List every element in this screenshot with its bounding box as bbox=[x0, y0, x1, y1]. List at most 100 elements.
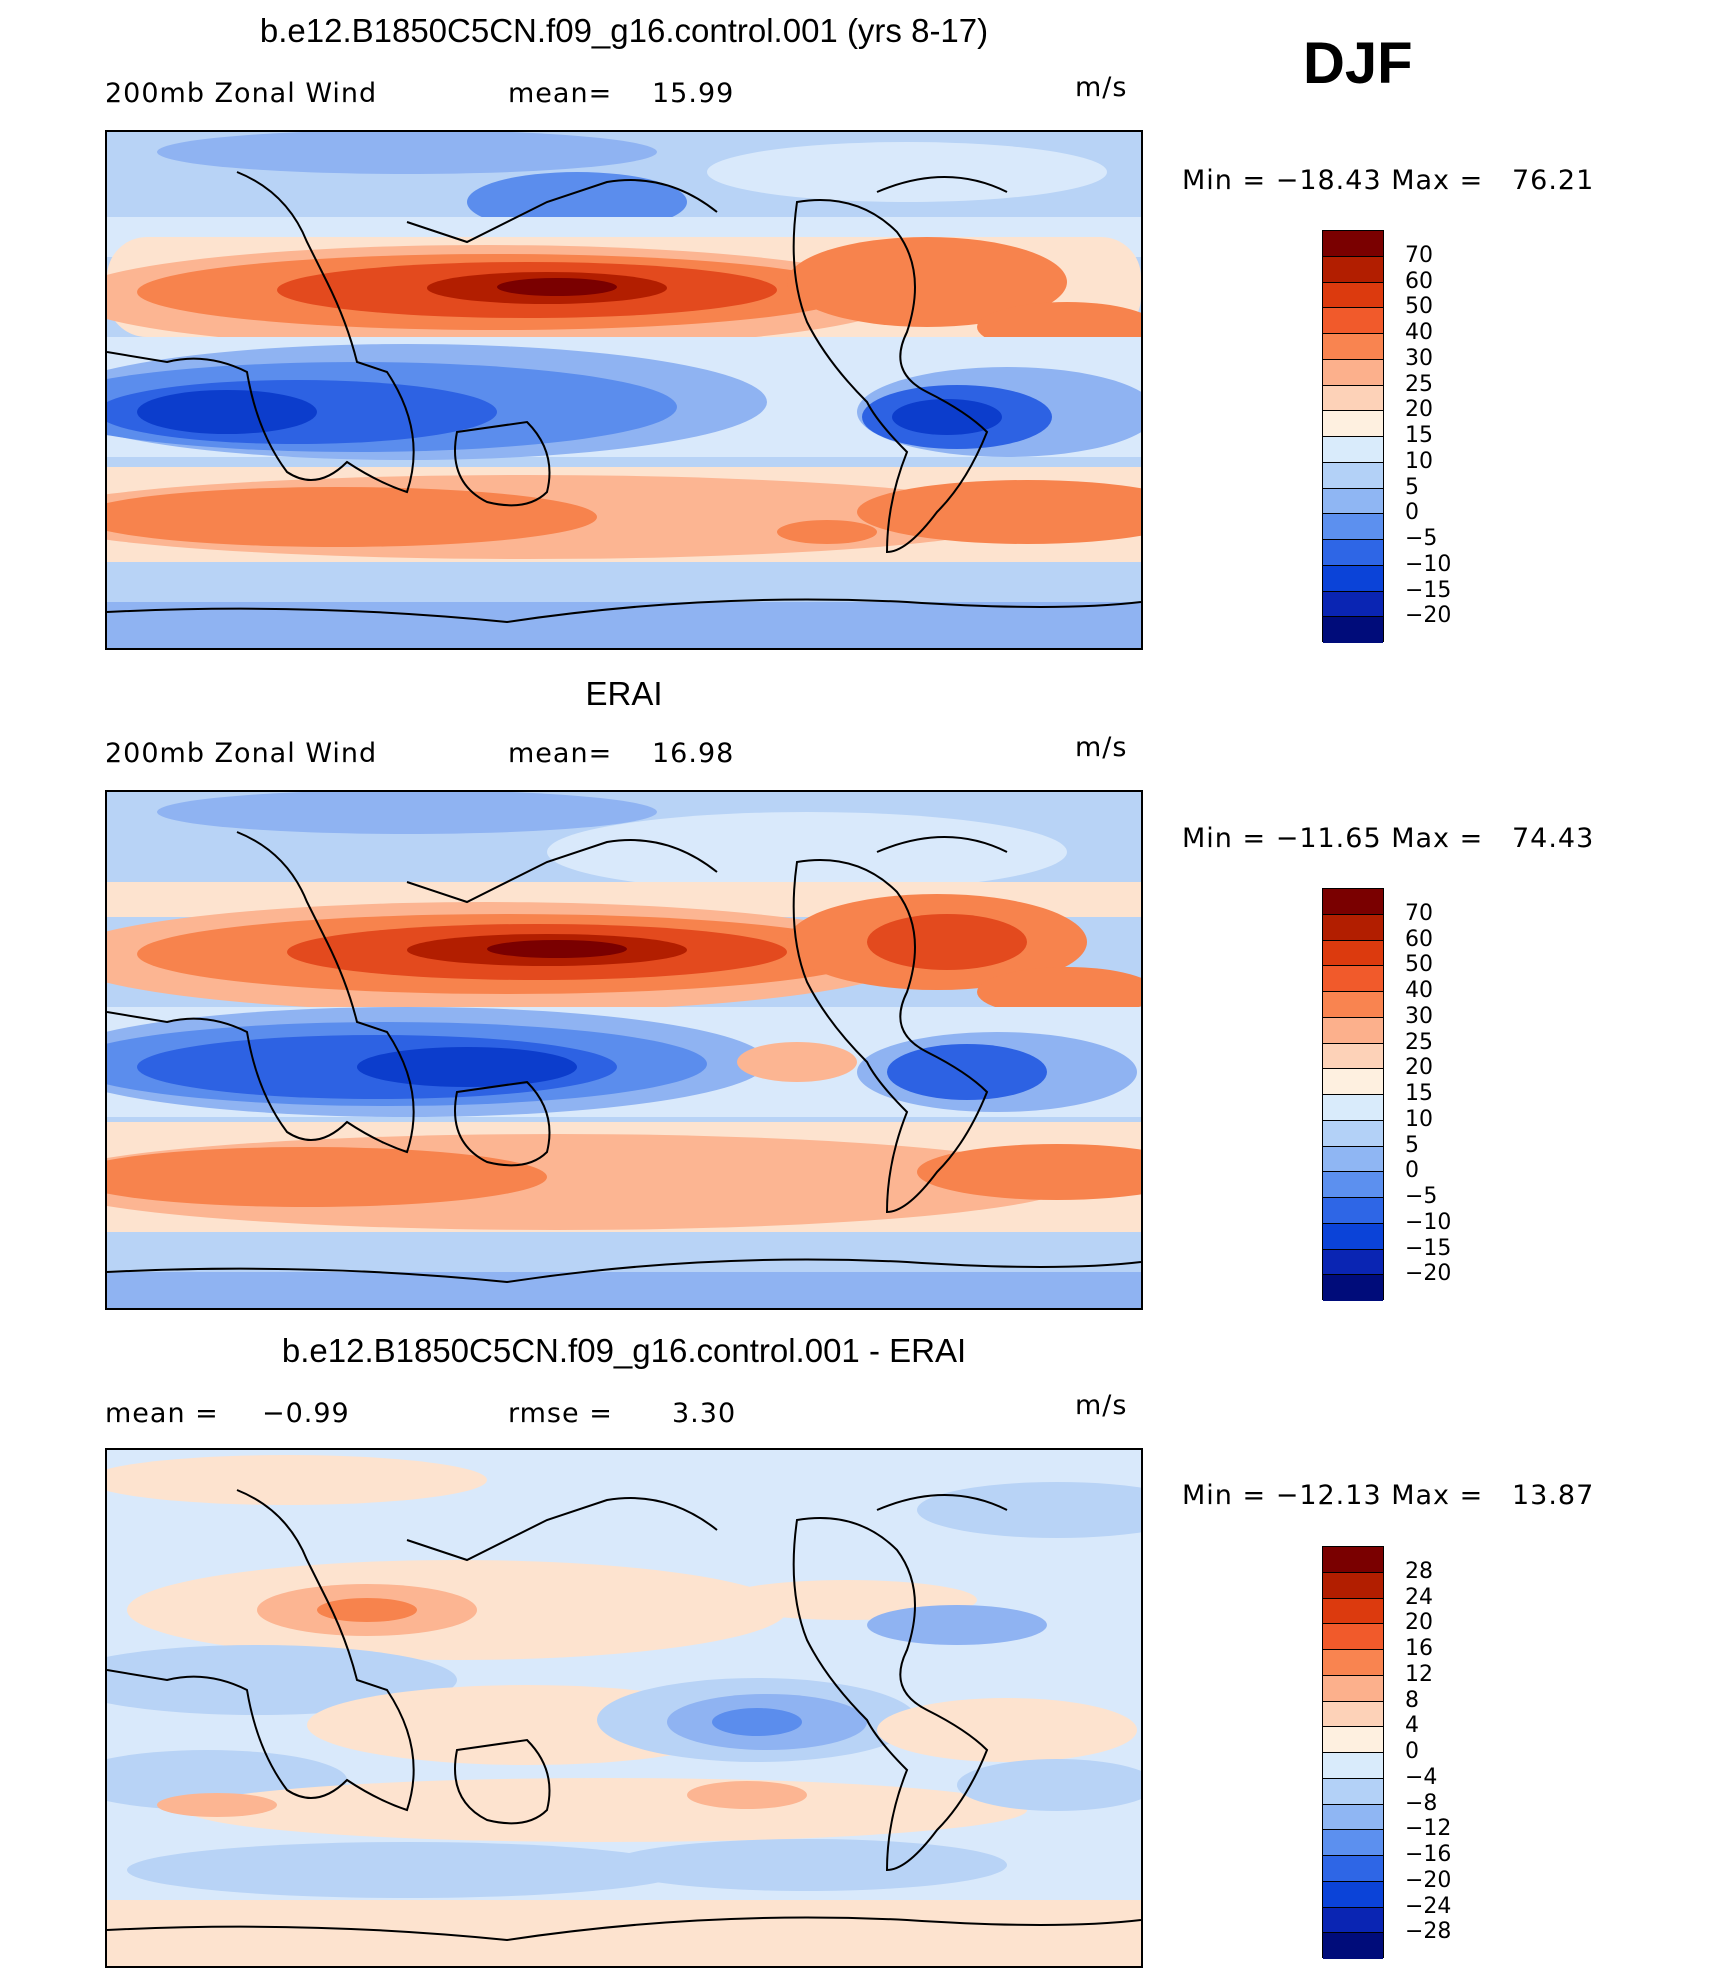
colorbar-label: 40 bbox=[1405, 978, 1433, 1003]
colorbar-swatch bbox=[1323, 1701, 1383, 1728]
colorbar-swatch bbox=[1323, 617, 1383, 643]
colorbar-swatch bbox=[1323, 514, 1383, 540]
panel3-title: b.e12.B1850C5CN.f09_g16.control.001 - ER… bbox=[281, 1332, 967, 1369]
season-label: DJF bbox=[1303, 31, 1413, 96]
colorbar-swatch bbox=[1323, 1223, 1383, 1250]
colorbar-swatch bbox=[1323, 1547, 1383, 1573]
colorbar-swatch bbox=[1323, 359, 1383, 386]
colorbar-label: 24 bbox=[1405, 1584, 1433, 1610]
colorbar-label: 10 bbox=[1405, 448, 1433, 474]
colorbar-swatch bbox=[1323, 914, 1383, 941]
panel2-colorbar bbox=[1322, 888, 1384, 1301]
colorbar-label: 60 bbox=[1405, 926, 1433, 952]
colorbar-label: 50 bbox=[1405, 294, 1433, 320]
panel3-mean-value: −0.99 bbox=[262, 1398, 350, 1429]
colorbar-swatch bbox=[1323, 411, 1383, 437]
colorbar-swatch bbox=[1323, 1933, 1383, 1959]
colorbar-label: 15 bbox=[1405, 423, 1433, 448]
colorbar-swatch bbox=[1323, 966, 1383, 992]
colorbar-swatch bbox=[1323, 231, 1383, 257]
colorbar-swatch bbox=[1323, 1017, 1383, 1044]
panel1-variable-label: 200mb Zonal Wind bbox=[105, 78, 378, 109]
colorbar-label: 5 bbox=[1405, 1132, 1419, 1158]
colorbar-label: −24 bbox=[1405, 1893, 1452, 1919]
colorbar-swatch bbox=[1323, 1804, 1383, 1831]
colorbar-label: −5 bbox=[1405, 1184, 1438, 1209]
panel1-min-max: Min = −18.43 Max = 76.21 bbox=[1182, 165, 1595, 196]
panel3-units: m/s bbox=[1075, 1390, 1128, 1421]
panel2-map bbox=[105, 790, 1143, 1310]
colorbar-label: 20 bbox=[1405, 397, 1433, 423]
panel1-title: b.e12.B1850C5CN.f09_g16.control.001 (yrs… bbox=[259, 12, 989, 49]
colorbar-swatch bbox=[1323, 1572, 1383, 1599]
colorbar-swatch bbox=[1323, 1172, 1383, 1198]
colorbar-label: 8 bbox=[1405, 1687, 1419, 1713]
colorbar-swatch bbox=[1323, 488, 1383, 515]
colorbar-swatch bbox=[1323, 940, 1383, 967]
colorbar-swatch bbox=[1323, 1856, 1383, 1882]
colorbar-label: 20 bbox=[1405, 1055, 1433, 1081]
colorbar-swatch bbox=[1323, 1907, 1383, 1934]
colorbar-swatch bbox=[1323, 256, 1383, 283]
panel1-mean-label: mean= bbox=[508, 78, 613, 109]
colorbar-label: −10 bbox=[1405, 551, 1452, 577]
colorbar-swatch bbox=[1323, 889, 1383, 915]
colorbar-label: 60 bbox=[1405, 268, 1433, 294]
panel3-min-max: Min = −12.13 Max = 13.87 bbox=[1182, 1480, 1595, 1511]
panel1-units: m/s bbox=[1075, 72, 1128, 103]
colorbar-label: 20 bbox=[1405, 1610, 1433, 1636]
panel1-mean-value: 15.99 bbox=[652, 78, 735, 109]
colorbar-label: 70 bbox=[1405, 242, 1433, 268]
colorbar-label: 30 bbox=[1405, 345, 1433, 371]
colorbar-label: 30 bbox=[1405, 1003, 1433, 1029]
colorbar-label: −28 bbox=[1405, 1919, 1452, 1945]
colorbar-swatch bbox=[1323, 385, 1383, 412]
colorbar-label: −20 bbox=[1405, 1867, 1452, 1893]
panel2-units: m/s bbox=[1075, 732, 1128, 763]
colorbar-swatch bbox=[1323, 540, 1383, 566]
panel3-colorbar bbox=[1322, 1546, 1384, 1959]
colorbar-swatch bbox=[1323, 1675, 1383, 1702]
colorbar-swatch bbox=[1323, 334, 1383, 360]
colorbar-label: 4 bbox=[1405, 1713, 1419, 1739]
colorbar-swatch bbox=[1323, 308, 1383, 334]
colorbar-swatch bbox=[1323, 1727, 1383, 1753]
colorbar-swatch bbox=[1323, 437, 1383, 463]
colorbar-label: 15 bbox=[1405, 1081, 1433, 1106]
panel2-min-max: Min = −11.65 Max = 74.43 bbox=[1182, 823, 1595, 854]
colorbar-label: 10 bbox=[1405, 1106, 1433, 1132]
colorbar-label: 50 bbox=[1405, 952, 1433, 978]
colorbar-swatch bbox=[1323, 1598, 1383, 1625]
panel2-variable-label: 200mb Zonal Wind bbox=[105, 738, 378, 769]
colorbar-label: −15 bbox=[1405, 1235, 1452, 1261]
colorbar-label: −4 bbox=[1405, 1764, 1438, 1790]
colorbar-swatch bbox=[1323, 1120, 1383, 1147]
colorbar-swatch bbox=[1323, 1043, 1383, 1070]
panel2-mean-label: mean= bbox=[508, 738, 613, 769]
panel2-mean-value: 16.98 bbox=[652, 738, 735, 769]
colorbar-label: 28 bbox=[1405, 1558, 1433, 1584]
panel2-title: ERAI bbox=[585, 675, 663, 712]
panel3-map bbox=[105, 1448, 1143, 1968]
panel1-map bbox=[105, 130, 1143, 650]
colorbar-label: 0 bbox=[1405, 500, 1419, 526]
colorbar-swatch bbox=[1323, 1753, 1383, 1779]
colorbar-swatch bbox=[1323, 1069, 1383, 1095]
colorbar-label: 5 bbox=[1405, 474, 1419, 500]
colorbar-swatch bbox=[1323, 565, 1383, 592]
colorbar-label: 0 bbox=[1405, 1158, 1419, 1184]
colorbar-swatch bbox=[1323, 1146, 1383, 1173]
colorbar-label: −20 bbox=[1405, 1261, 1452, 1287]
colorbar-swatch bbox=[1323, 462, 1383, 489]
panel3-rmse-label: rmse = bbox=[508, 1398, 613, 1429]
colorbar-swatch bbox=[1323, 1249, 1383, 1276]
colorbar-label: −8 bbox=[1405, 1790, 1438, 1816]
panel1-colorbar bbox=[1322, 230, 1384, 643]
colorbar-label: −5 bbox=[1405, 526, 1438, 551]
panel3-mean-label: mean = bbox=[105, 1398, 219, 1429]
colorbar-swatch bbox=[1323, 992, 1383, 1018]
colorbar-swatch bbox=[1323, 1650, 1383, 1676]
colorbar-swatch bbox=[1323, 1778, 1383, 1805]
colorbar-label: 70 bbox=[1405, 900, 1433, 926]
colorbar-swatch bbox=[1323, 1275, 1383, 1301]
